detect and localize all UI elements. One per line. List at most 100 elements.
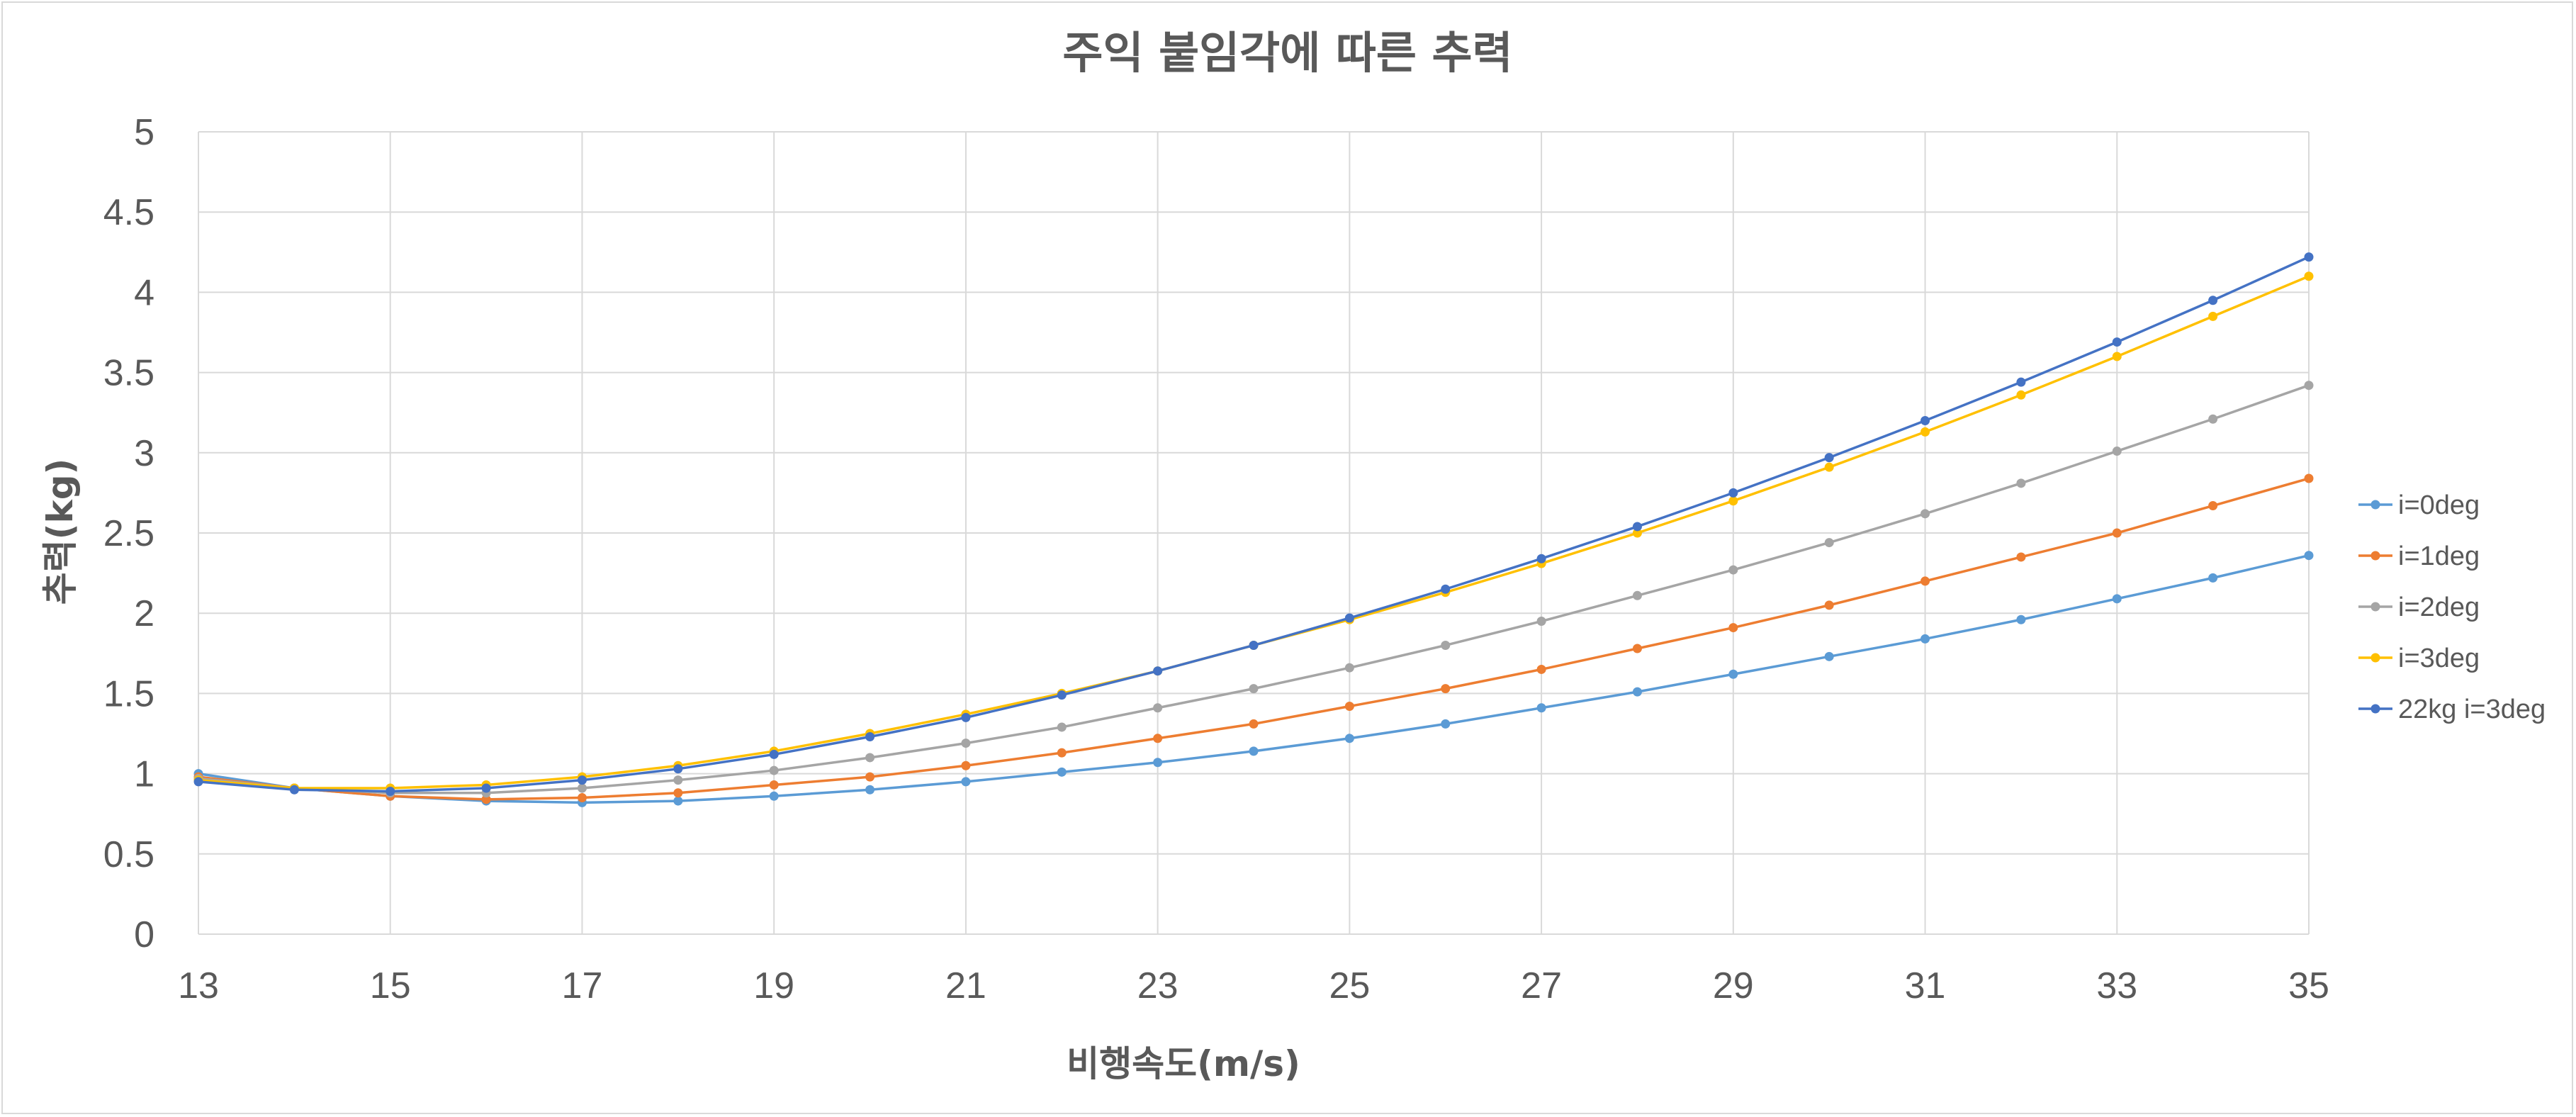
y-tick-label: 1.5 [103, 673, 154, 714]
series-line [198, 255, 2310, 793]
x-tick-label: 17 [562, 965, 603, 1006]
data-point [1441, 640, 1451, 650]
data-point [1728, 488, 1738, 498]
data-point [577, 775, 587, 785]
y-tick-label: 5 [134, 112, 154, 153]
legend-label: i=3deg [2398, 644, 2480, 673]
data-point [1153, 734, 1163, 743]
data-point [2016, 478, 2026, 488]
data-point [1920, 416, 1930, 426]
y-tick-label: 0.5 [103, 834, 154, 875]
data-point [673, 775, 683, 785]
data-point [1057, 748, 1067, 758]
data-point [961, 712, 971, 722]
data-point [1057, 722, 1067, 732]
x-tick-label: 33 [2096, 965, 2137, 1006]
data-point [961, 739, 971, 748]
series-line [198, 554, 2310, 804]
data-point [1824, 462, 1834, 472]
data-point [961, 777, 971, 787]
data-point [2208, 414, 2218, 424]
data-point [1344, 613, 1354, 623]
x-tick-label: 21 [945, 965, 986, 1006]
data-point [1344, 663, 1354, 673]
data-point [1728, 669, 1738, 679]
data-point [1344, 702, 1354, 712]
data-point [1249, 684, 1259, 694]
data-point [1536, 617, 1546, 627]
data-point [2304, 381, 2314, 391]
data-point [865, 732, 875, 742]
y-tick-label: 3.5 [103, 353, 154, 394]
legend-swatch-marker [2370, 500, 2380, 510]
data-point [1632, 590, 1642, 600]
legend-label: i=0deg [2398, 490, 2480, 520]
data-point [577, 783, 587, 793]
legend-label: 22kg i=3deg [2398, 695, 2546, 724]
data-point [2208, 501, 2218, 511]
y-tick-label: 2 [134, 593, 154, 634]
data-point [673, 788, 683, 798]
series-4 [193, 252, 2314, 797]
data-point [769, 791, 779, 801]
data-point [1728, 623, 1738, 633]
data-point [1920, 509, 1930, 519]
data-point [2112, 447, 2122, 456]
data-point [2112, 528, 2122, 538]
series-lines [193, 252, 2314, 807]
data-point [1441, 684, 1451, 694]
data-point [193, 777, 203, 787]
y-tick-label: 2.5 [103, 513, 154, 554]
data-point [2304, 473, 2314, 483]
legend-item: 22kg i=3deg [2358, 695, 2546, 724]
x-tick-label: 31 [1905, 965, 1946, 1006]
data-point [1249, 719, 1259, 729]
legend-label: i=1deg [2398, 541, 2480, 571]
data-point [1153, 758, 1163, 768]
data-point [769, 749, 779, 759]
x-tick-label: 35 [2288, 965, 2329, 1006]
data-point [961, 760, 971, 770]
data-point [2016, 390, 2026, 400]
data-point [2208, 311, 2218, 321]
data-point [1441, 584, 1451, 594]
data-point [673, 764, 683, 774]
data-point [577, 793, 587, 803]
x-tick-label: 29 [1713, 965, 1754, 1006]
data-point [1824, 651, 1834, 661]
series-2 [193, 381, 2314, 798]
data-point [2208, 296, 2218, 305]
data-point [1153, 703, 1163, 713]
data-point [1441, 719, 1451, 729]
y-tick-label: 0 [134, 914, 154, 955]
data-point [1536, 664, 1546, 674]
legend-item: i=1deg [2358, 541, 2480, 571]
data-point [1057, 767, 1067, 777]
data-point [2112, 352, 2122, 361]
data-point [1728, 565, 1738, 575]
data-point [2304, 252, 2314, 262]
data-point [769, 780, 779, 790]
axes: 0 0.5 1 1.5 2 2.5 3 3.5 4 4.5 5 13 15 17 19 21 23 25 27 29 3… [103, 112, 2329, 1006]
x-tick-label: 13 [178, 965, 219, 1006]
data-point [1920, 427, 1930, 437]
x-axis-title: 비행속도(m/s) [1067, 1043, 1300, 1084]
data-point [1249, 640, 1259, 650]
data-point [2016, 552, 2026, 562]
data-point [1536, 554, 1546, 563]
data-point [865, 785, 875, 795]
series-3 [193, 271, 2314, 793]
legend-item: i=0deg [2358, 490, 2480, 520]
data-point [2304, 271, 2314, 281]
x-tick-label: 19 [753, 965, 794, 1006]
y-tick-label: 3 [134, 433, 154, 474]
data-point [1632, 687, 1642, 697]
data-point [481, 783, 491, 793]
legend-swatch-marker [2370, 602, 2380, 612]
data-point [2016, 377, 2026, 387]
data-point [1249, 746, 1259, 756]
series-0 [193, 551, 2314, 807]
data-point [769, 765, 779, 775]
